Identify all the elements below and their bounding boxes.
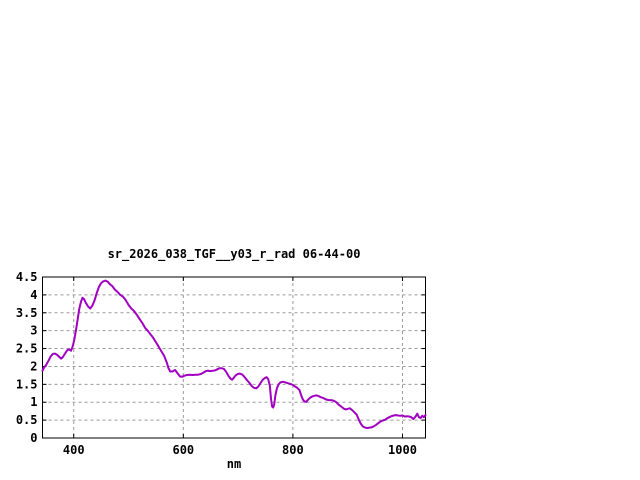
x-axis-label: nm bbox=[226, 457, 242, 471]
y-tick-label: 1 bbox=[30, 395, 37, 409]
radiance-curve bbox=[41, 279, 427, 429]
y-tick-label: 1.5 bbox=[16, 377, 38, 391]
x-tick-label: 1000 bbox=[388, 443, 417, 457]
y-tick-label: 3 bbox=[30, 324, 37, 338]
x-tick-label: 800 bbox=[282, 443, 304, 457]
y-tick-label: 0 bbox=[30, 431, 37, 445]
y-tick-label: 4.5 bbox=[16, 270, 38, 284]
y-tick-label: 4 bbox=[30, 288, 37, 302]
plot-border bbox=[42, 276, 426, 439]
y-tick-label: 2.5 bbox=[16, 342, 38, 356]
y-tick-label: 2 bbox=[30, 359, 37, 373]
y-tick-label: 3.5 bbox=[16, 306, 38, 320]
x-tick-label: 600 bbox=[172, 443, 194, 457]
x-tick-label: 400 bbox=[63, 443, 85, 457]
y-tick-label: 0.5 bbox=[16, 413, 38, 427]
chart-title: sr_2026_038_TGF__y03_r_rad 06-44-00 bbox=[107, 247, 361, 261]
